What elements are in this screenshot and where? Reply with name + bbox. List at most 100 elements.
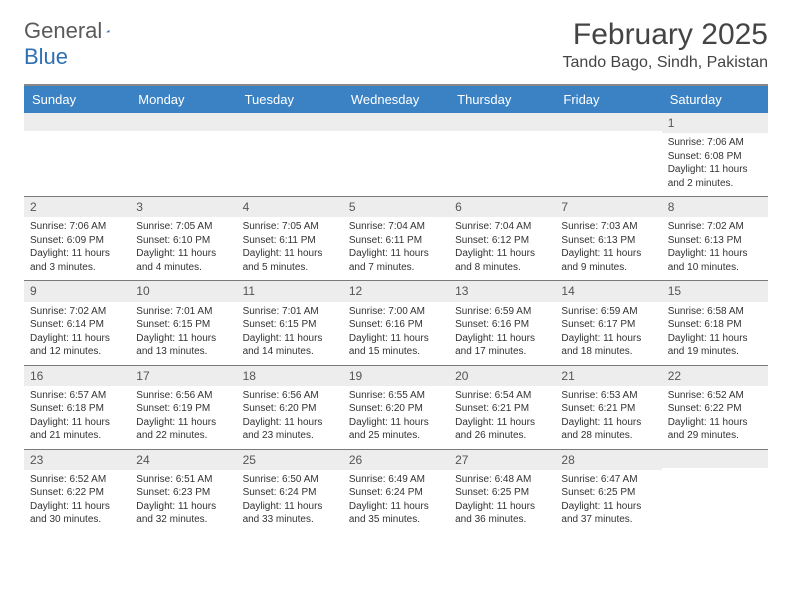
day-cell: 15Sunrise: 6:58 AMSunset: 6:18 PMDayligh… (662, 281, 768, 364)
day-number: 9 (24, 281, 130, 301)
sunrise-line: Sunrise: 7:02 AM (668, 220, 762, 234)
day-number: 19 (343, 366, 449, 386)
sunrise-line: Sunrise: 7:00 AM (349, 305, 443, 319)
day-number: 22 (662, 366, 768, 386)
sunset-line: Sunset: 6:13 PM (561, 234, 655, 248)
sunrise-line: Sunrise: 6:51 AM (136, 473, 230, 487)
sunset-line: Sunset: 6:15 PM (243, 318, 337, 332)
day-number (449, 113, 555, 131)
sunset-line: Sunset: 6:25 PM (561, 486, 655, 500)
daylight-line: Daylight: 11 hours and 18 minutes. (561, 332, 655, 359)
sunset-line: Sunset: 6:21 PM (455, 402, 549, 416)
daylight-line: Daylight: 11 hours and 23 minutes. (243, 416, 337, 443)
sunrise-line: Sunrise: 6:54 AM (455, 389, 549, 403)
day-number: 7 (555, 197, 661, 217)
sunset-line: Sunset: 6:08 PM (668, 150, 762, 164)
day-cell: 20Sunrise: 6:54 AMSunset: 6:21 PMDayligh… (449, 366, 555, 449)
day-number: 16 (24, 366, 130, 386)
week-row: 9Sunrise: 7:02 AMSunset: 6:14 PMDaylight… (24, 281, 768, 365)
day-header: Friday (555, 86, 661, 113)
daylight-line: Daylight: 11 hours and 3 minutes. (30, 247, 124, 274)
day-number: 11 (237, 281, 343, 301)
sunrise-line: Sunrise: 6:50 AM (243, 473, 337, 487)
week-row: 1Sunrise: 7:06 AMSunset: 6:08 PMDaylight… (24, 113, 768, 197)
day-cell: 8 Sunrise: 7:02 AMSunset: 6:13 PMDaylight… (662, 197, 768, 280)
day-cell: 25Sunrise: 6:50 AMSunset: 6:24 PMDayligh… (237, 450, 343, 533)
empty-cell (130, 113, 236, 196)
sunset-line: Sunset: 6:10 PM (136, 234, 230, 248)
sunrise-line: Sunrise: 6:59 AM (561, 305, 655, 319)
sunrise-line: Sunrise: 6:48 AM (455, 473, 549, 487)
day-number (237, 113, 343, 131)
day-cell: 23Sunrise: 6:52 AMSunset: 6:22 PMDayligh… (24, 450, 130, 533)
day-header: Sunday (24, 86, 130, 113)
sunset-line: Sunset: 6:13 PM (668, 234, 762, 248)
empty-cell (449, 113, 555, 196)
day-cell: 3Sunrise: 7:05 AMSunset: 6:10 PMDaylight… (130, 197, 236, 280)
logo: General (24, 18, 130, 44)
day-number: 24 (130, 450, 236, 470)
day-cell: 11 Sunrise: 7:01 AMSunset: 6:15 PMDayligh… (237, 281, 343, 364)
sunrise-line: Sunrise: 7:01 AM (136, 305, 230, 319)
title-block: February 2025 Tando Bago, Sindh, Pakista… (563, 18, 768, 72)
day-number (555, 113, 661, 131)
daylight-line: Daylight: 11 hours and 17 minutes. (455, 332, 549, 359)
sunrise-line: Sunrise: 6:52 AM (668, 389, 762, 403)
daylight-line: Daylight: 11 hours and 8 minutes. (455, 247, 549, 274)
day-cell: 4Sunrise: 7:05 AMSunset: 6:11 PMDaylight… (237, 197, 343, 280)
sunset-line: Sunset: 6:24 PM (349, 486, 443, 500)
daylight-line: Daylight: 11 hours and 13 minutes. (136, 332, 230, 359)
sunset-line: Sunset: 6:19 PM (136, 402, 230, 416)
day-number (662, 450, 768, 468)
day-number: 8 (662, 197, 768, 217)
sunset-line: Sunset: 6:22 PM (30, 486, 124, 500)
daylight-line: Daylight: 11 hours and 15 minutes. (349, 332, 443, 359)
day-header: Monday (130, 86, 236, 113)
daylight-line: Daylight: 11 hours and 37 minutes. (561, 500, 655, 527)
day-header: Tuesday (237, 86, 343, 113)
day-number: 27 (449, 450, 555, 470)
daylight-line: Daylight: 11 hours and 12 minutes. (30, 332, 124, 359)
sunset-line: Sunset: 6:15 PM (136, 318, 230, 332)
day-number: 10 (130, 281, 236, 301)
sunset-line: Sunset: 6:22 PM (668, 402, 762, 416)
day-cell: 22Sunrise: 6:52 AMSunset: 6:22 PMDayligh… (662, 366, 768, 449)
sunset-line: Sunset: 6:25 PM (455, 486, 549, 500)
sunrise-line: Sunrise: 7:05 AM (243, 220, 337, 234)
daylight-line: Daylight: 11 hours and 22 minutes. (136, 416, 230, 443)
empty-cell (662, 450, 768, 533)
daylight-line: Daylight: 11 hours and 10 minutes. (668, 247, 762, 274)
daylight-line: Daylight: 11 hours and 9 minutes. (561, 247, 655, 274)
sunset-line: Sunset: 6:24 PM (243, 486, 337, 500)
daylight-line: Daylight: 11 hours and 7 minutes. (349, 247, 443, 274)
day-cell: 2Sunrise: 7:06 AMSunset: 6:09 PMDaylight… (24, 197, 130, 280)
day-cell: 1Sunrise: 7:06 AMSunset: 6:08 PMDaylight… (662, 113, 768, 196)
day-number: 14 (555, 281, 661, 301)
empty-cell (237, 113, 343, 196)
sunrise-line: Sunrise: 7:01 AM (243, 305, 337, 319)
sunrise-line: Sunrise: 6:59 AM (455, 305, 549, 319)
header: General February 2025 Tando Bago, Sindh,… (24, 18, 768, 72)
day-cell: 27Sunrise: 6:48 AMSunset: 6:25 PMDayligh… (449, 450, 555, 533)
daylight-line: Daylight: 11 hours and 32 minutes. (136, 500, 230, 527)
day-number (130, 113, 236, 131)
sunrise-line: Sunrise: 7:06 AM (668, 136, 762, 150)
daylight-line: Daylight: 11 hours and 14 minutes. (243, 332, 337, 359)
sunrise-line: Sunrise: 6:58 AM (668, 305, 762, 319)
logo-sail-icon (106, 22, 110, 40)
week-row: 2Sunrise: 7:06 AMSunset: 6:09 PMDaylight… (24, 197, 768, 281)
empty-cell (555, 113, 661, 196)
daylight-line: Daylight: 11 hours and 21 minutes. (30, 416, 124, 443)
day-number: 12 (343, 281, 449, 301)
sunset-line: Sunset: 6:16 PM (455, 318, 549, 332)
day-header: Thursday (449, 86, 555, 113)
week-row: 16Sunrise: 6:57 AMSunset: 6:18 PMDayligh… (24, 366, 768, 450)
sunrise-line: Sunrise: 7:06 AM (30, 220, 124, 234)
week-row: 23Sunrise: 6:52 AMSunset: 6:22 PMDayligh… (24, 450, 768, 533)
empty-cell (24, 113, 130, 196)
daylight-line: Daylight: 11 hours and 28 minutes. (561, 416, 655, 443)
day-number: 18 (237, 366, 343, 386)
day-cell: 13Sunrise: 6:59 AMSunset: 6:16 PMDayligh… (449, 281, 555, 364)
day-header: Wednesday (343, 86, 449, 113)
daylight-line: Daylight: 11 hours and 26 minutes. (455, 416, 549, 443)
